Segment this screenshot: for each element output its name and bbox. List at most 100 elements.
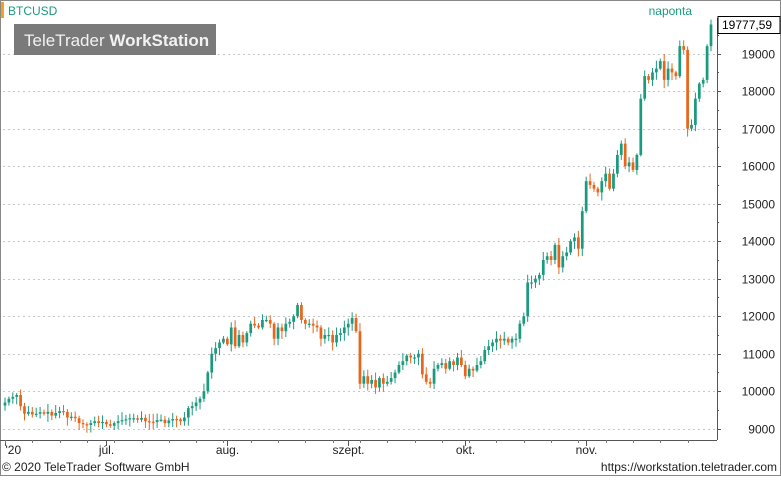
candle-body xyxy=(327,334,331,337)
logo-text-bold: WorkStation xyxy=(109,31,209,50)
candle-body xyxy=(538,274,541,279)
candle-body xyxy=(42,412,46,414)
candle-body xyxy=(608,173,611,189)
candle-body xyxy=(50,411,54,416)
candles xyxy=(3,19,713,433)
candle-body xyxy=(502,338,506,341)
candle-body xyxy=(440,363,444,365)
candle-body xyxy=(619,143,623,155)
candle-body xyxy=(526,282,530,317)
candle-body xyxy=(81,423,85,425)
candle-body xyxy=(58,411,61,413)
candle-body xyxy=(616,154,619,174)
candle-body xyxy=(709,24,713,47)
candle-body xyxy=(292,316,296,322)
candle-body xyxy=(666,68,670,80)
candle-body xyxy=(467,368,471,377)
candle-body xyxy=(105,421,108,425)
candle-body xyxy=(569,241,572,253)
candle-body xyxy=(553,244,557,260)
candle-body xyxy=(545,256,549,260)
candle-body xyxy=(358,331,362,384)
price-axis: 9000 10000 11000 12000 13000 14000 15000 16000 1… xyxy=(717,35,776,437)
candle-body xyxy=(690,124,693,129)
time-tick-label: júl. xyxy=(98,443,114,457)
candle-body xyxy=(350,318,354,324)
candle-body xyxy=(471,368,475,371)
candle-body xyxy=(342,327,346,334)
candle-body xyxy=(557,244,561,268)
candle-body xyxy=(261,319,264,328)
candle-body xyxy=(120,420,124,422)
candle-body xyxy=(3,402,7,406)
candle-body xyxy=(167,420,171,424)
candle-body xyxy=(202,391,206,399)
candle-body xyxy=(241,334,245,343)
candle-body xyxy=(272,323,276,339)
logo-text-light: TeleTrader xyxy=(24,31,109,50)
candle-body xyxy=(385,381,389,384)
candle-body xyxy=(424,374,428,382)
candle-body xyxy=(323,334,327,339)
candle-body xyxy=(268,319,272,324)
candle-body xyxy=(549,256,553,260)
candle-body xyxy=(210,353,214,373)
candle-body xyxy=(136,418,139,420)
candle-body xyxy=(179,419,182,422)
candle-body xyxy=(370,379,374,384)
candle-body xyxy=(378,378,381,388)
price-tick-label: 13000 xyxy=(742,273,776,287)
candle-body xyxy=(580,211,584,249)
candle-body xyxy=(701,79,705,84)
candle-body xyxy=(686,49,689,129)
candle-body xyxy=(300,304,303,320)
candle-body xyxy=(393,372,397,379)
candle-body xyxy=(561,256,565,268)
source-url[interactable]: https://workstation.teletrader.com xyxy=(600,460,777,474)
candle-body xyxy=(682,46,686,50)
candle-body xyxy=(198,398,202,403)
candle-body xyxy=(534,278,537,283)
candle-body xyxy=(420,353,424,375)
candle-body xyxy=(417,353,420,358)
candle-body xyxy=(647,76,650,80)
candle-body xyxy=(346,323,350,328)
price-tick-label: 17000 xyxy=(742,123,776,137)
candle-body xyxy=(573,237,576,242)
candle-body xyxy=(522,316,526,324)
price-tick-label: 14000 xyxy=(742,235,776,249)
candle-body xyxy=(218,342,221,349)
interval-label[interactable]: naponta xyxy=(649,4,693,18)
candle-body xyxy=(432,368,436,384)
grid xyxy=(3,54,717,430)
candle-body xyxy=(694,98,697,125)
candle-body xyxy=(475,364,479,371)
candle-body xyxy=(452,361,455,365)
candle-body xyxy=(144,417,147,422)
candle-body xyxy=(662,61,666,80)
candle-body xyxy=(331,334,335,343)
candle-body xyxy=(112,423,116,426)
candle-body xyxy=(124,419,128,421)
candle-body xyxy=(194,402,198,407)
candle-body xyxy=(623,143,627,167)
time-tick-label: '20 xyxy=(6,443,22,457)
candle-body xyxy=(93,421,97,424)
candle-body xyxy=(171,418,175,421)
candle-body xyxy=(499,338,502,341)
candle-body xyxy=(514,338,518,340)
candle-body xyxy=(366,376,370,384)
candle-body xyxy=(674,72,678,77)
candle-body xyxy=(483,349,487,362)
price-tick-label: 9000 xyxy=(748,423,775,437)
candle-body xyxy=(362,376,366,384)
candle-body xyxy=(401,361,405,365)
candle-body xyxy=(335,334,338,343)
symbol-label[interactable]: BTCUSD xyxy=(8,4,58,18)
candle-body xyxy=(225,338,229,345)
candle-body xyxy=(27,411,30,414)
candle-body xyxy=(73,416,77,419)
